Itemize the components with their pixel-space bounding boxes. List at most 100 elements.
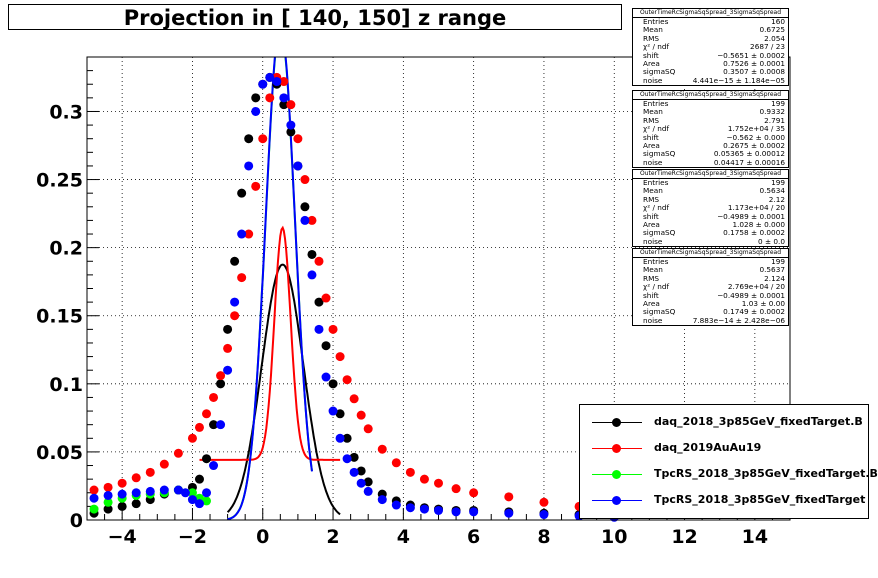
stats-key: noise — [643, 315, 663, 325]
stats-row: RMS 2.054 — [633, 33, 788, 43]
data-point — [131, 488, 141, 498]
data-point — [405, 503, 415, 513]
data-point — [159, 485, 169, 495]
x-tick-label: −4 — [108, 526, 137, 548]
data-point — [209, 461, 219, 471]
stats-value: 199 — [771, 99, 785, 108]
stats-key: χ² / ndf — [643, 124, 670, 134]
stats-value: 0.5634 — [759, 186, 785, 196]
data-point — [377, 444, 387, 454]
data-point — [223, 343, 233, 353]
stats-key: sigmaSQ — [643, 67, 676, 77]
data-point — [173, 448, 183, 458]
stats-key: χ² / ndf — [643, 203, 670, 213]
legend-marker — [612, 470, 621, 479]
stats-row: χ² / ndf 2687 / 23 — [633, 42, 788, 51]
stats-value: 2.12 — [768, 194, 785, 204]
stats-row: Mean 0.5634 — [633, 186, 788, 196]
stats-key: sigmaSQ — [643, 307, 676, 317]
stats-row: shift −0.5651 ± 0.0002 — [633, 51, 788, 60]
legend-marker — [612, 444, 621, 453]
data-point — [504, 508, 514, 518]
data-point — [223, 324, 233, 334]
data-point — [419, 474, 429, 484]
legend-entry: TpcRS_2018_3p85GeV_fixedTarget — [580, 491, 868, 511]
data-point — [342, 375, 352, 385]
data-point — [187, 488, 197, 498]
legend-marker — [612, 418, 621, 427]
stats-row: sigmaSQ 0.05365 ± 0.00012 — [633, 149, 788, 159]
fit-curve — [227, 57, 313, 520]
stats-value: 0.5637 — [759, 265, 785, 275]
stats-key: noise — [643, 75, 663, 85]
data-point — [230, 311, 240, 321]
data-point — [117, 501, 127, 511]
data-point — [279, 100, 289, 110]
data-point — [419, 504, 429, 514]
legend-label: daq_2019AuAu19 — [654, 441, 762, 454]
stats-value: 0.7526 ± 0.0001 — [723, 58, 785, 68]
x-tick-label: 0 — [256, 526, 269, 548]
data-point — [209, 420, 219, 430]
stats-value: 0.9332 — [759, 107, 785, 117]
data-point — [89, 493, 99, 503]
stats-value: 0.1749 ± 0.0002 — [723, 307, 785, 317]
stats-value: 1.03 ± 0.00 — [741, 298, 785, 308]
data-point — [469, 507, 479, 517]
stats-box: OuterTimeRcSigmaSqSpread_3SigmaSqSpread E… — [632, 248, 789, 327]
data-point — [258, 79, 268, 89]
stats-box-title: OuterTimeRcSigmaSqSpread_3SigmaSqSpread — [633, 249, 788, 258]
stats-key: shift — [643, 132, 659, 142]
stats-key: shift — [643, 211, 659, 221]
plot-frame — [86, 56, 791, 521]
stats-key: noise — [643, 157, 663, 167]
stats-value: 2.791 — [764, 115, 785, 125]
data-point — [223, 365, 233, 375]
stats-value: 7.883e−14 ± 2.428e−06 — [692, 315, 785, 325]
data-point — [307, 249, 317, 259]
stats-row: χ² / ndf 1.173e+04 / 20 — [633, 203, 788, 213]
data-point — [194, 499, 204, 509]
data-point — [131, 473, 141, 483]
data-point — [202, 454, 212, 464]
stats-box: OuterTimeRcSigmaSqSpread_3SigmaSqSpread E… — [632, 8, 789, 87]
data-point — [279, 93, 289, 103]
data-point — [539, 497, 549, 507]
data-point — [145, 486, 155, 496]
data-point — [321, 293, 331, 303]
stats-row: RMS 2.124 — [633, 273, 788, 283]
stats-key: RMS — [643, 33, 659, 43]
data-point — [103, 490, 113, 500]
data-point — [103, 497, 113, 507]
legend-label: TpcRS_2018_3p85GeV_fixedTarget — [654, 493, 866, 506]
stats-value: 0.05365 ± 0.00012 — [713, 149, 785, 159]
data-point — [173, 485, 183, 495]
stats-value: 0.2675 ± 0.0002 — [723, 140, 785, 150]
legend-label: TpcRS_2018_3p85GeV_fixedTarget.B — [654, 467, 878, 480]
y-tick-label: 0.2 — [49, 238, 83, 260]
legend-entry: TpcRS_2018_3p85GeV_fixedTarget.B — [580, 465, 878, 485]
data-point — [244, 134, 254, 144]
stats-row: Mean 0.6725 — [633, 25, 788, 34]
data-point — [251, 106, 261, 116]
data-point — [328, 324, 338, 334]
stats-key: sigmaSQ — [643, 149, 676, 159]
y-tick-label: 0.1 — [49, 374, 83, 396]
stats-key: RMS — [643, 273, 659, 283]
x-tick-label: 10 — [601, 526, 627, 548]
stats-key: Area — [643, 140, 660, 150]
stats-value: −0.562 ± 0.000 — [726, 132, 785, 142]
stats-key: RMS — [643, 115, 659, 125]
stats-value: 0.04417 ± 0.00016 — [713, 157, 785, 167]
data-point — [286, 120, 296, 130]
data-point — [349, 452, 359, 462]
stats-box-title: OuterTimeRcSigmaSqSpread_3SigmaSqSpread — [633, 91, 788, 100]
data-point — [117, 478, 127, 488]
data-point — [272, 77, 282, 87]
stats-row: shift −0.562 ± 0.000 — [633, 132, 788, 142]
data-point — [349, 467, 359, 477]
stats-row: noise 7.883e−14 ± 2.428e−06 — [633, 315, 788, 325]
stats-key: RMS — [643, 194, 659, 204]
data-point — [539, 510, 549, 520]
data-point — [286, 100, 296, 110]
